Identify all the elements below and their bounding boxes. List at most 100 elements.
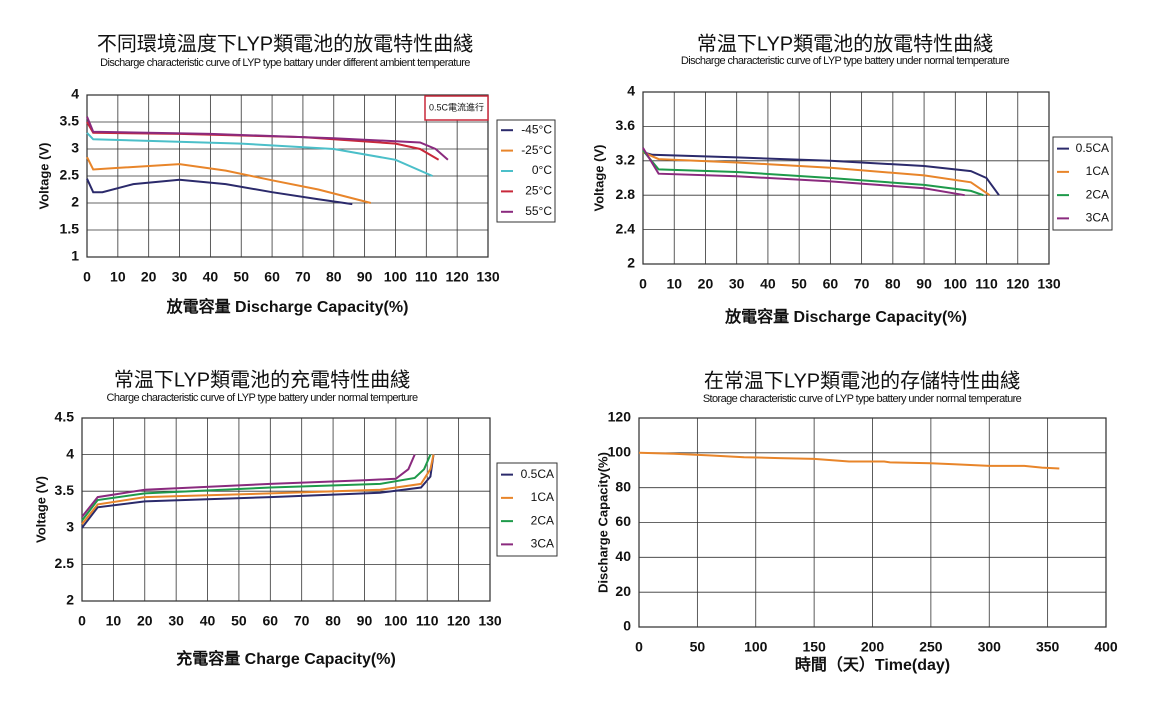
x-tick-label: 40 (200, 613, 216, 629)
x-tick-label: 100 (384, 613, 408, 629)
x-tick-label: 0 (639, 276, 647, 292)
legend-label: 1CA (1086, 164, 1109, 178)
data-line (81, 454, 432, 522)
y-tick-label: 2.5 (55, 555, 75, 571)
data-line (638, 451, 1060, 470)
legend-label: 2CA (531, 513, 554, 527)
legend-label: 0.5CA (521, 467, 554, 481)
x-tick-label: 110 (416, 613, 439, 629)
y-tick-label: 2.8 (616, 186, 636, 202)
y-axis-label: Discharge Capacity(%) (595, 452, 610, 593)
x-tick-label: 100 (744, 639, 768, 655)
x-axis-label: 時間（天）Time(day) (795, 655, 950, 674)
x-tick-label: 20 (698, 276, 714, 292)
data-line (81, 454, 416, 518)
x-tick-label: 0 (83, 269, 91, 285)
chart-title: 常温下LYP類電池的充電特性曲綫 (114, 368, 410, 391)
y-tick-label: 2 (66, 592, 74, 608)
x-tick-label: 110 (415, 269, 438, 285)
chart-subtitle: Charge characteristic curve of LYP type … (107, 392, 418, 404)
legend-label: -45°C (521, 122, 552, 136)
y-tick-label: 4 (71, 86, 79, 102)
y-tick-label: 4 (627, 83, 635, 99)
x-tick-label: 90 (357, 269, 373, 285)
x-tick-label: 30 (168, 613, 184, 629)
data-line (642, 151, 991, 197)
x-tick-label: 70 (295, 269, 311, 285)
x-tick-label: 90 (357, 613, 373, 629)
x-tick-label: 30 (729, 276, 745, 292)
x-tick-label: 10 (110, 269, 126, 285)
legend-label: 0.5CA (1076, 141, 1109, 155)
x-tick-label: 20 (137, 613, 153, 629)
y-tick-label: 60 (615, 513, 631, 529)
data-line (86, 178, 353, 206)
data-line (81, 454, 435, 529)
x-axis-label: 充電容量 Charge Capacity(%) (176, 649, 396, 668)
x-tick-label: 90 (916, 276, 932, 292)
y-tick-label: 2 (627, 255, 635, 271)
x-tick-label: 100 (384, 269, 408, 285)
y-tick-label: 4 (66, 445, 74, 461)
y-tick-label: 1 (71, 248, 79, 264)
y-tick-label: 2 (71, 194, 79, 210)
y-tick-label: 2.4 (616, 220, 636, 236)
data-line (86, 156, 372, 204)
x-tick-label: 200 (861, 639, 885, 655)
x-tick-label: 30 (172, 269, 188, 285)
y-tick-label: 3.5 (60, 113, 80, 129)
x-tick-label: 110 (975, 276, 998, 292)
y-tick-label: 2.5 (60, 167, 80, 183)
x-tick-label: 10 (106, 613, 122, 629)
y-axis-label: Voltage (V) (33, 476, 48, 543)
x-tick-label: 50 (233, 269, 249, 285)
x-tick-label: 400 (1094, 639, 1118, 655)
x-tick-label: 0 (635, 639, 643, 655)
annotation-box (424, 95, 489, 121)
x-tick-label: 100 (944, 276, 968, 292)
x-tick-label: 60 (264, 269, 280, 285)
x-tick-label: 120 (445, 269, 469, 285)
x-tick-label: 50 (690, 639, 706, 655)
legend-label: 25°C (525, 184, 552, 198)
chart-subtitle: Storage characteristic curve of LYP type… (703, 393, 1022, 405)
x-tick-label: 130 (1037, 276, 1061, 292)
x-tick-label: 130 (476, 269, 500, 285)
legend-label: 3CA (531, 537, 554, 551)
x-axis-label: 放電容量 Discharge Capacity(%) (724, 307, 967, 326)
x-tick-label: 80 (326, 269, 342, 285)
x-tick-label: 20 (141, 269, 157, 285)
chart-title: 常温下LYP類電池的放電特性曲綫 (697, 32, 993, 55)
legend-label: 55°C (525, 204, 552, 218)
annotation: 0.5C電流進行 (429, 101, 484, 112)
legend-label: -25°C (521, 143, 552, 157)
data-line (86, 132, 433, 177)
x-tick-label: 0 (78, 613, 86, 629)
data-line (81, 454, 435, 525)
x-tick-label: 80 (885, 276, 901, 292)
legend-label: 1CA (531, 490, 554, 504)
y-tick-label: 3.2 (616, 152, 636, 168)
x-tick-label: 350 (1036, 639, 1060, 655)
x-tick-label: 120 (447, 613, 471, 629)
x-tick-label: 40 (760, 276, 776, 292)
y-tick-label: 3.5 (55, 482, 75, 498)
x-axis-label: 放電容量 Discharge Capacity(%) (166, 297, 409, 316)
x-tick-label: 50 (791, 276, 807, 292)
y-tick-label: 120 (608, 409, 632, 425)
legend-label: 2CA (1086, 187, 1109, 201)
data-line (642, 147, 965, 197)
y-tick-label: 4.5 (55, 409, 75, 425)
y-tick-label: 100 (608, 444, 632, 460)
y-axis-label: Voltage (V) (36, 143, 51, 210)
x-tick-label: 300 (978, 639, 1002, 655)
y-axis-label: Voltage (V) (591, 145, 606, 212)
x-tick-label: 10 (666, 276, 682, 292)
y-tick-label: 20 (615, 583, 631, 599)
plot-area (81, 417, 491, 602)
x-tick-label: 120 (1006, 276, 1030, 292)
legend-box (496, 462, 558, 557)
legend-box (496, 119, 556, 223)
x-tick-label: 80 (325, 613, 341, 629)
x-tick-label: 130 (478, 613, 502, 629)
